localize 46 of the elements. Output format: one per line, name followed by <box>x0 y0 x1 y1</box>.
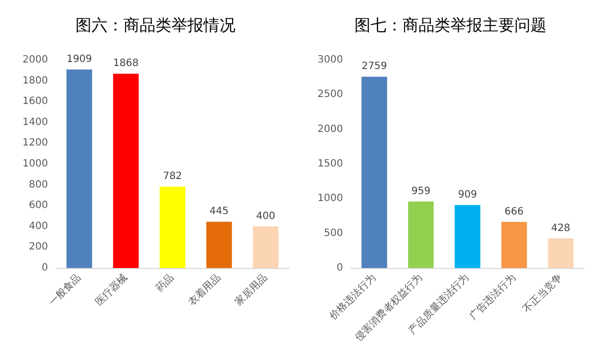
x-tick-label: 不正当竞争 <box>520 271 565 316</box>
bar <box>454 204 480 268</box>
bar <box>113 74 139 268</box>
data-label: 909 <box>458 189 478 200</box>
y-tick-label: 1800 <box>22 75 48 86</box>
bar <box>206 222 232 268</box>
bar <box>66 69 92 268</box>
bar <box>361 76 388 268</box>
chart-title: 图六：商品类举报情况 <box>76 16 236 34</box>
chart-title: 图七：商品类举报主要问题 <box>354 16 546 34</box>
data-label: 1868 <box>113 58 139 70</box>
data-label: 400 <box>256 210 276 222</box>
data-label: 666 <box>504 206 524 218</box>
data-label: 1909 <box>66 54 92 65</box>
x-tick-label: 药品 <box>154 271 176 294</box>
y-tick-label: 200 <box>28 242 48 253</box>
bar <box>252 226 279 268</box>
x-tick-label: 医疗器械 <box>93 271 130 308</box>
y-tick-label: 2000 <box>22 54 48 66</box>
data-label: 445 <box>210 206 229 218</box>
y-tick-label: 2500 <box>318 89 343 100</box>
y-tick-label: 2000 <box>318 124 343 135</box>
y-tick-label: 3000 <box>318 54 343 66</box>
bar <box>548 238 574 268</box>
y-tick-label: 0 <box>336 262 343 274</box>
data-label: 428 <box>551 222 570 234</box>
y-tick-label: 1400 <box>22 116 48 128</box>
data-label: 959 <box>411 186 430 198</box>
y-tick-label: 0 <box>42 262 48 274</box>
bar <box>408 202 434 268</box>
y-tick-label: 1600 <box>22 96 48 108</box>
x-tick-label: 一般食品 <box>46 271 84 308</box>
y-tick-label: 600 <box>28 200 48 212</box>
x-tick-label: 衣着用品 <box>186 271 223 308</box>
data-label: 782 <box>162 171 182 182</box>
y-tick-label: 1000 <box>318 193 343 204</box>
data-label: 2759 <box>362 61 388 72</box>
bar <box>501 222 527 268</box>
x-tick-label: 家居用品 <box>232 271 270 308</box>
y-tick-label: 1000 <box>22 158 48 170</box>
bar <box>160 186 186 268</box>
y-tick-label: 1500 <box>318 158 343 170</box>
y-tick-label: 400 <box>28 220 48 232</box>
y-tick-label: 800 <box>28 179 48 190</box>
y-tick-label: 500 <box>324 228 343 239</box>
y-tick-label: 1200 <box>22 138 48 149</box>
